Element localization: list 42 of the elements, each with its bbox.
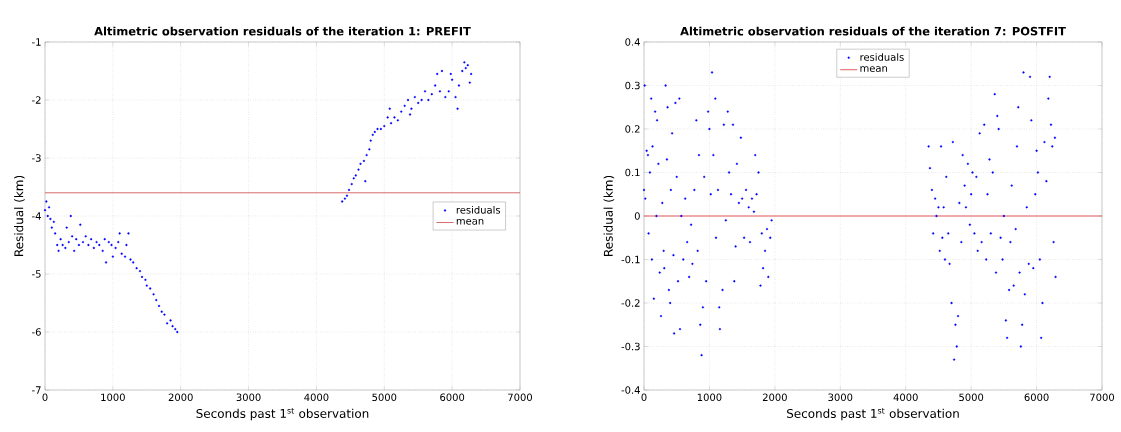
y-tick-label: -4 bbox=[32, 212, 41, 220]
x-tick-label: 4000 bbox=[893, 393, 918, 402]
x-tick-label: 5000 bbox=[959, 393, 984, 402]
y-tick-label: -1 bbox=[32, 38, 41, 46]
x-tick-label: 3000 bbox=[828, 393, 853, 402]
legend-label: residuals bbox=[860, 53, 904, 61]
x-tick-label: 7000 bbox=[1090, 393, 1115, 402]
y-tick-label: -3 bbox=[32, 154, 41, 162]
y-tick-label: -0.2 bbox=[621, 299, 640, 307]
x-tick-label: 7000 bbox=[508, 393, 533, 402]
x-tick-label: 1000 bbox=[101, 393, 125, 402]
x-tick-label: 3000 bbox=[236, 393, 261, 402]
y-tick-label: -5 bbox=[32, 270, 41, 278]
x-tick-label: 4000 bbox=[304, 393, 329, 402]
y-tick-label: 0.4 bbox=[625, 38, 640, 46]
x-axis-title: Seconds past 1$^{st}$ observation bbox=[196, 407, 369, 421]
chart-title: Altimetric observation residuals of the iteration 1: PREFIT bbox=[94, 26, 471, 36]
x-tick-label: 6000 bbox=[1024, 393, 1049, 402]
y-tick-label: -2 bbox=[32, 96, 41, 104]
legend-label: residuals bbox=[456, 205, 501, 214]
y-tick-label: 0.1 bbox=[625, 168, 640, 177]
x-tick-label: 0 bbox=[42, 393, 48, 402]
chart-title: Altimetric observation residuals of the iteration 7: POSTFIT bbox=[680, 26, 1066, 36]
x-tick-label: 2000 bbox=[762, 393, 787, 402]
y-tick-label: 0 bbox=[634, 212, 640, 220]
x-axis-title: Seconds past 1$^{st}$ observation bbox=[787, 407, 959, 421]
y-tick-label: -0.1 bbox=[621, 255, 640, 264]
y-tick-label: 0.2 bbox=[625, 125, 640, 133]
y-axis-title: Residual (km) bbox=[603, 175, 615, 256]
x-tick-label: 1000 bbox=[697, 393, 722, 402]
y-tick-label: -0.4 bbox=[621, 386, 640, 394]
y-axis-title: Residual (km) bbox=[14, 175, 25, 256]
legend-label: mean bbox=[456, 218, 484, 225]
y-tick-label: -7 bbox=[32, 386, 41, 394]
x-tick-label: 2000 bbox=[168, 393, 193, 402]
x-tick-label: 5000 bbox=[372, 393, 397, 402]
y-tick-label: -0.3 bbox=[621, 342, 640, 351]
x-tick-label: 0 bbox=[641, 393, 647, 402]
y-tick-label: 0.3 bbox=[625, 81, 640, 90]
y-tick-label: -6 bbox=[32, 328, 41, 336]
x-tick-label: 6000 bbox=[440, 393, 465, 402]
legend-label: mean bbox=[860, 66, 887, 72]
